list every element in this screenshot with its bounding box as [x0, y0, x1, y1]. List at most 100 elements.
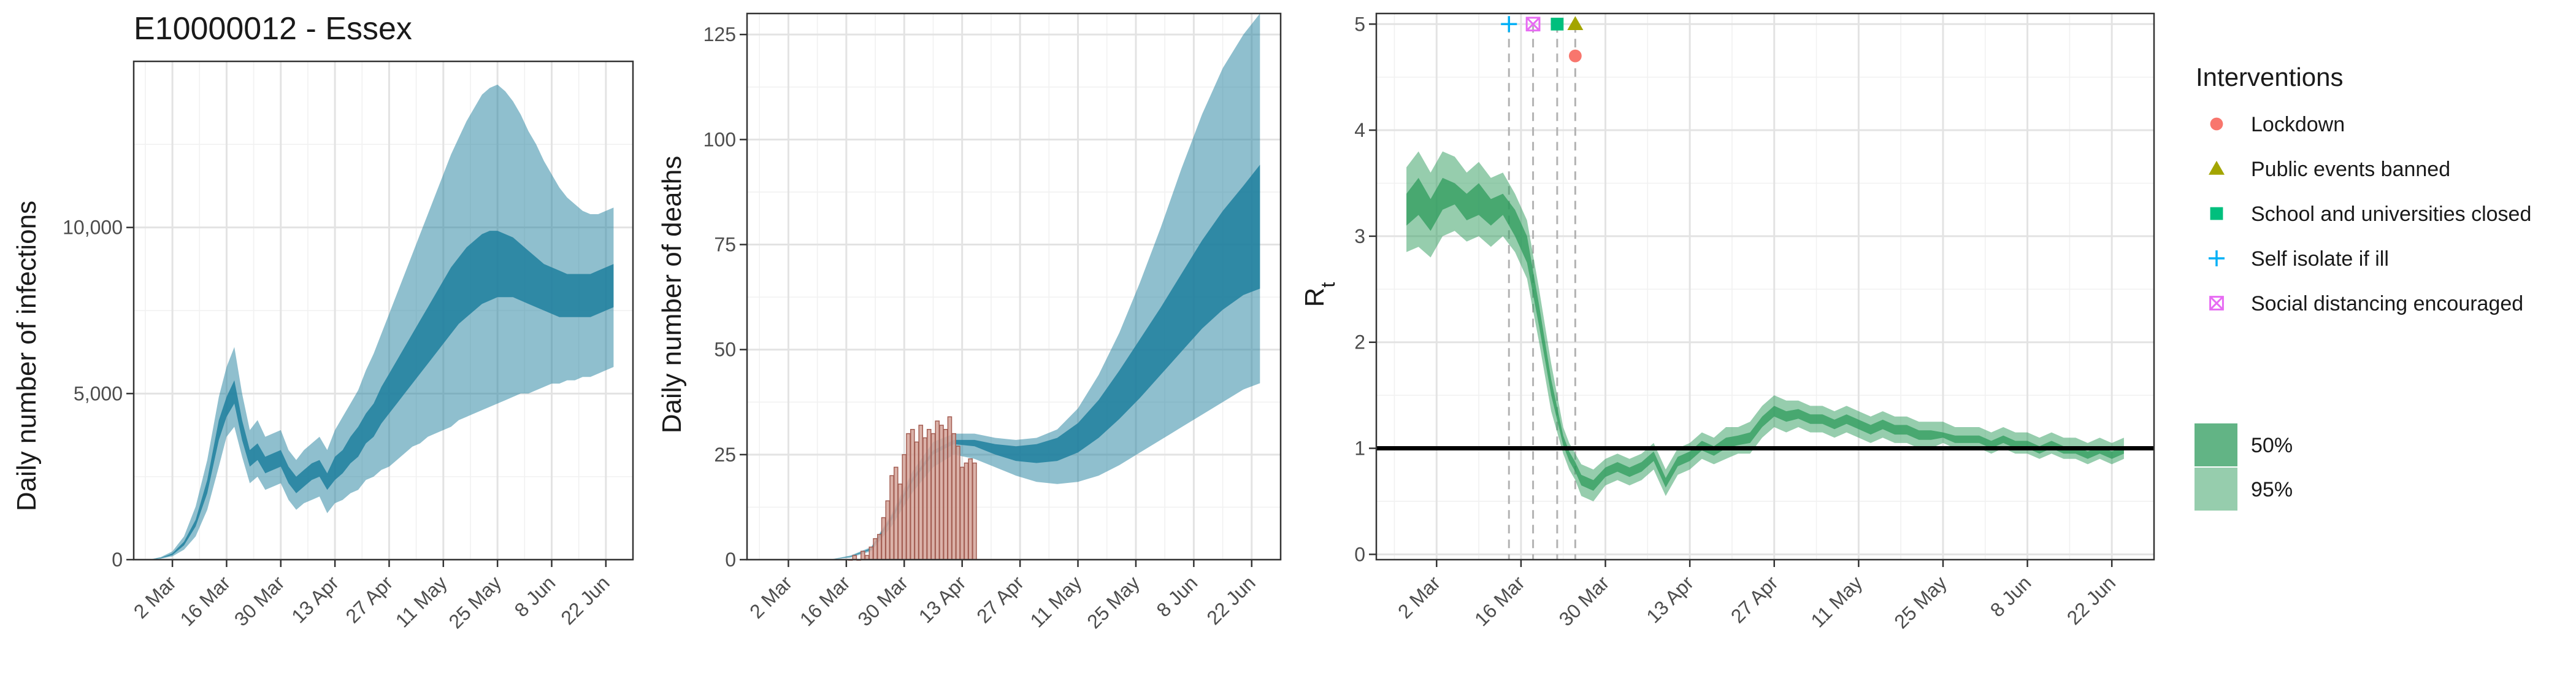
legend-item: Lockdown	[2210, 113, 2345, 136]
y-tick-label: 5,000	[74, 382, 123, 404]
legend-key	[2209, 296, 2224, 311]
deaths-bar	[930, 433, 936, 560]
y-tick-label: 3	[1354, 225, 1365, 247]
intervention-marker	[1525, 17, 1541, 32]
deaths-bar	[914, 441, 919, 560]
x-tick-label: 25 May	[444, 571, 505, 633]
deaths-band-95	[829, 14, 1260, 560]
intervention-marker	[1568, 49, 1582, 63]
legend-key	[2209, 161, 2225, 175]
deaths-panel-border	[746, 12, 1282, 561]
deaths-bar	[968, 458, 973, 560]
x-tick-label: 2 Mar	[129, 571, 181, 623]
deaths-bar	[861, 550, 865, 560]
legend-band-label: 95%	[2251, 478, 2293, 501]
deaths-bar	[943, 429, 948, 560]
legend-key	[2209, 250, 2225, 266]
x-tick-label: 16 Mar	[1470, 571, 1529, 630]
y-tick-label: 5	[1354, 13, 1365, 35]
legend-label: Social distancing encouraged	[2251, 292, 2523, 315]
x-tick-label: 30 Mar	[1555, 571, 1614, 630]
legend-item: School and universities closed	[2210, 203, 2531, 226]
x-tick-label: 27 Apr	[972, 571, 1028, 627]
deaths-bar	[885, 500, 891, 560]
deaths-bar	[897, 484, 903, 560]
deaths-bar	[926, 429, 932, 560]
infections-band-50	[149, 231, 614, 560]
deaths-bar	[910, 429, 915, 560]
y-tick-label: 2	[1354, 331, 1365, 353]
legend-label: Lockdown	[2251, 113, 2345, 136]
legend-label: Self isolate if ill	[2251, 247, 2389, 271]
y-tick-label: 0	[1354, 543, 1365, 565]
x-tick-label: 27 Apr	[1727, 571, 1782, 627]
deaths-bar	[881, 517, 886, 560]
legend-band-label: 50%	[2251, 434, 2293, 457]
x-tick-label: 11 May	[1806, 571, 1866, 631]
y-tick-label: 75	[714, 234, 736, 256]
x-tick-label: 25 May	[1890, 571, 1951, 633]
deaths-bar	[889, 475, 894, 560]
y-tick-label: 25	[714, 444, 736, 466]
legend-band-key	[2195, 423, 2237, 466]
y-tick-label: 10,000	[63, 217, 123, 239]
x-tick-label: 16 Mar	[176, 571, 235, 630]
legend-item: Self isolate if ill	[2209, 247, 2389, 271]
x-tick-label: 22 Jun	[556, 571, 613, 628]
x-tick-label: 16 Mar	[795, 571, 854, 630]
infections-y-axis-title: Daily number of infections	[12, 201, 42, 511]
x-tick-label: 8 Jun	[510, 571, 560, 621]
deaths-bar	[868, 546, 874, 560]
deaths-bar	[947, 416, 953, 560]
y-tick-label: 125	[703, 23, 736, 45]
legend-title: Interventions	[2196, 63, 2343, 91]
y-tick-label: 4	[1354, 119, 1365, 141]
legend-band: 50%	[2195, 423, 2293, 466]
y-tick-label: 1	[1354, 438, 1365, 460]
x-tick-label: 27 Apr	[342, 571, 397, 627]
x-tick-label: 22 Jun	[1202, 571, 1259, 628]
deaths-bar	[956, 446, 960, 560]
infections-panel-border	[132, 60, 634, 561]
deaths-bar	[918, 425, 924, 560]
deaths-bar	[877, 534, 882, 560]
x-tick-label: 11 May	[1026, 571, 1086, 631]
legend-item: Public events banned	[2209, 158, 2450, 181]
y-tick-label: 100	[703, 128, 736, 150]
deaths-bar	[935, 420, 940, 560]
deaths-bar	[906, 433, 911, 560]
x-tick-label: 2 Mar	[1393, 571, 1445, 623]
deaths-bar	[972, 462, 977, 560]
deaths-bar	[922, 437, 927, 560]
x-tick-label: 25 May	[1083, 571, 1144, 633]
intervention-marker	[1551, 17, 1564, 31]
rt-panel: Rt 2 Mar 16 Mar 30 Mar 13 Apr 27 Apr 11 May 25…	[1300, 12, 2155, 633]
deaths-y-axis-title: Daily number of deaths	[657, 156, 687, 433]
intervention-marker	[1501, 16, 1517, 33]
x-tick-label: 11 May	[391, 571, 451, 631]
legend-key	[2210, 207, 2223, 220]
x-tick-label: 13 Apr	[287, 571, 343, 627]
x-tick-label: 22 Jun	[2063, 571, 2120, 628]
deaths-bar	[939, 425, 944, 560]
legend-label: Public events banned	[2251, 158, 2450, 181]
infections-panel: E10000012 - Essex Daily number of infect…	[12, 11, 634, 633]
x-tick-label: 30 Mar	[853, 571, 912, 630]
legend-band-key	[2195, 468, 2237, 511]
y-tick-label: 50	[714, 339, 736, 361]
deaths-bar	[894, 466, 899, 560]
intervention-marker	[1567, 16, 1584, 31]
deaths-bar	[902, 454, 907, 560]
deaths-bar	[951, 433, 956, 560]
x-tick-label: 13 Apr	[1642, 571, 1698, 627]
deaths-bar	[959, 466, 965, 560]
deaths-bar	[873, 538, 878, 560]
deaths-bar	[964, 462, 969, 560]
rt-band-50	[1406, 177, 2124, 491]
y-tick-label: 0	[112, 549, 123, 571]
legend: Interventions Lockdown Public events bann…	[2195, 63, 2531, 511]
x-tick-label: 13 Apr	[914, 571, 970, 627]
infections-band-95	[149, 84, 614, 560]
chart-title: E10000012 - Essex	[134, 11, 412, 47]
